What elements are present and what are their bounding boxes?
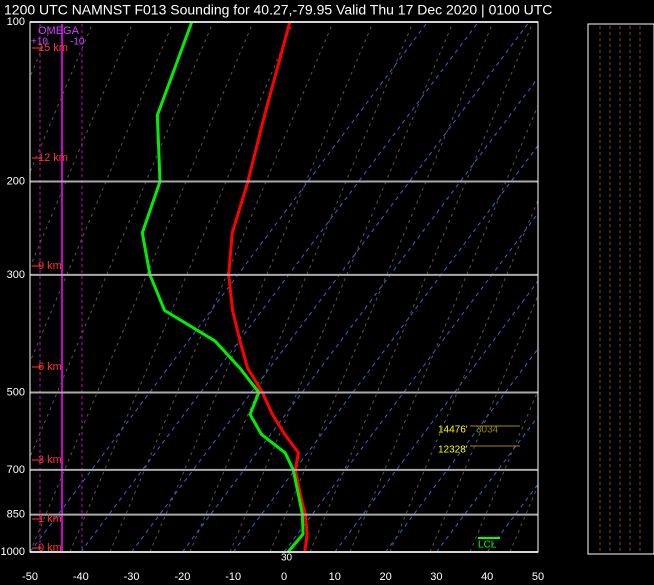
height-label: 0 km [38, 542, 62, 554]
isotherm [232, 144, 538, 552]
height-label: 1 km [38, 513, 62, 525]
height-label: 15 km [38, 42, 68, 54]
annotation: LCL [478, 540, 497, 551]
adiabat [309, 22, 534, 552]
omega-tick: +10 [31, 37, 48, 48]
x-tick-label: -50 [22, 571, 38, 583]
adiabat [30, 22, 174, 364]
y-tick-label: 700 [7, 464, 25, 476]
x-tick-label: 0 [281, 571, 287, 583]
adiabat [189, 22, 414, 552]
isotherm [80, 22, 479, 552]
annotation: 30 [281, 553, 293, 564]
isotherm [131, 22, 530, 552]
y-tick-label: 100 [7, 16, 25, 28]
plot-border [29, 21, 539, 553]
adiabat [229, 22, 454, 552]
side-panel-guides [599, 26, 641, 552]
annotation: 12328' [438, 445, 468, 456]
x-tick-label: 20 [379, 571, 391, 583]
adiabat [30, 22, 214, 459]
y-tick-label: 300 [7, 269, 25, 281]
x-tick-label: -20 [174, 571, 190, 583]
isotherm [334, 280, 538, 552]
x-tick-label: -10 [225, 571, 241, 583]
y-tick-label: 1000 [1, 546, 25, 558]
x-tick-label: 50 [532, 571, 544, 583]
omega-tick: -10 [70, 37, 85, 48]
x-tick-label: 10 [329, 571, 341, 583]
isotherm [283, 212, 538, 552]
omega-label: OMEGA [38, 25, 80, 37]
side-panel [587, 23, 654, 555]
adiabat [389, 199, 538, 552]
x-tick-label: -40 [73, 571, 89, 583]
adiabat [69, 22, 294, 552]
chart-title: 1200 UTC NAMNST F013 Sounding for 40.27,… [4, 2, 552, 18]
y-tick-label: 200 [7, 175, 25, 187]
annotation: 14476' [438, 425, 468, 436]
height-label: 12 km [38, 152, 68, 164]
x-tick-label: 30 [430, 571, 442, 583]
x-tick-label: 40 [481, 571, 493, 583]
annotation: 3034 [476, 425, 499, 436]
adiabat [269, 22, 494, 552]
plot-area [30, 22, 538, 552]
x-tick-label: -30 [124, 571, 140, 583]
height-label: 9 km [38, 260, 62, 272]
y-tick-label: 850 [7, 508, 25, 520]
height-label: 6 km [38, 361, 62, 373]
adiabat [149, 22, 374, 552]
height-label: 3 km [38, 454, 62, 466]
y-tick-label: 500 [7, 386, 25, 398]
adiabat [349, 104, 538, 552]
